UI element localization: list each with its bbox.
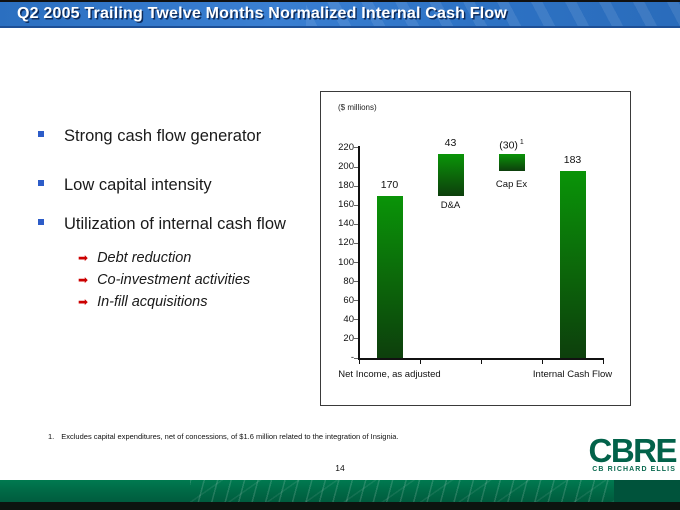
y-tick-mark (354, 281, 358, 283)
footer-dark-strip (0, 502, 680, 510)
bar-net-income-as-adjusted (376, 195, 403, 358)
bar-category-internal-cash-flow: Internal Cash Flow (532, 369, 613, 380)
sub-bullet-label: Debt reduction (97, 250, 192, 266)
bar-value-internal-cash-flow: 183 (563, 153, 582, 166)
bullet-label: Strong cash flow generator (64, 126, 262, 145)
y-tick-label: 60 (343, 294, 354, 306)
sub-bullet-item: ➡ In-fill acquisitions (78, 293, 323, 311)
bullet-item: Low capital intensity (38, 175, 323, 195)
sub-bullet-label: Co-investment activities (97, 272, 251, 288)
y-tick-mark (354, 262, 358, 263)
arrow-bullet-icon: ➡ (78, 251, 89, 265)
y-tick-label: 220 (338, 141, 354, 153)
footer-green-bar (0, 480, 680, 502)
square-bullet-icon (38, 131, 44, 137)
x-tick-mark (358, 358, 360, 364)
square-bullet-icon (38, 180, 44, 186)
footer-dark-green-block (614, 480, 680, 502)
bullet-item: Strong cash flow generator (38, 126, 323, 146)
y-tick-label: 40 (343, 313, 354, 325)
y-tick-mark (354, 319, 358, 321)
footer-building-texture-image (190, 480, 614, 502)
cbre-logo-subtext: CB RICHARD ELLIS (592, 466, 676, 473)
footnote-marker: 1 (517, 138, 524, 146)
y-tick-label: 200 (338, 161, 354, 172)
bar-internal-cash-flow (559, 170, 586, 358)
bullet-list: Strong cash flow generator Low capital i… (38, 126, 323, 315)
sub-bullet-label: In-fill acquisitions (97, 294, 208, 310)
cbre-logo-wordmark: CBRE (588, 432, 677, 469)
bar-category-d-a: D&A (440, 199, 461, 211)
y-tick-label: 120 (338, 237, 354, 249)
y-tick-mark (354, 185, 358, 187)
slide-title: Q2 2005 Trailing Twelve Months Normalize… (17, 5, 508, 22)
bar-value-d-a: 43 (444, 136, 457, 149)
chart-unit-label: ($ millions) (338, 103, 377, 112)
arrow-bullet-icon: ➡ (78, 295, 89, 309)
footnote-number: 1. (48, 432, 55, 441)
cash-flow-chart: ($ millions) 220 200 180 160 140 120 100 80 60 40… (320, 91, 631, 406)
square-bullet-icon (38, 219, 44, 225)
sub-bullet-list: ➡ Debt reduction ➡ Co-investment activit… (78, 249, 323, 311)
title-top-line (0, 0, 680, 2)
page-number: 14 (335, 463, 345, 473)
y-tick-mark (354, 357, 358, 359)
bar-value-net-income-as-adjusted: 170 (380, 178, 399, 191)
bar-category-cap-ex: Cap Ex (495, 178, 528, 190)
y-tick-label: 100 (338, 256, 354, 268)
bar-value-cap-ex: (30) 1 (499, 138, 524, 152)
cbre-logo: CBRE CB RICHARD ELLIS (588, 432, 677, 473)
y-tick-label: 160 (338, 199, 354, 211)
title-background: Q2 2005 Trailing Twelve Months Normalize… (0, 2, 680, 26)
y-tick-mark (354, 166, 358, 168)
y-tick-mark (354, 300, 358, 302)
x-tick-mark (480, 358, 482, 364)
x-tick-mark (541, 358, 543, 364)
y-tick-mark (354, 242, 358, 244)
y-tick-mark (354, 147, 358, 149)
bullet-label: Low capital intensity (64, 175, 212, 194)
title-bottom-line (0, 26, 680, 28)
bullet-item: Utilization of internal cash flow (38, 214, 323, 234)
y-tick-label: 140 (338, 218, 354, 230)
footnote-text: Excludes capital expenditures, net of co… (61, 432, 399, 441)
sub-bullet-item: ➡ Debt reduction (78, 249, 323, 267)
y-tick-label: 80 (343, 275, 354, 287)
y-tick-label: - (350, 352, 354, 363)
footnote: 1. Excludes capital expenditures, net of… (48, 432, 399, 441)
x-tick-mark (602, 358, 604, 364)
y-tick-mark (354, 204, 358, 206)
title-bar: Q2 2005 Trailing Twelve Months Normalize… (0, 0, 680, 28)
bar-cap-ex (498, 153, 525, 171)
arrow-bullet-icon: ➡ (78, 273, 89, 287)
sub-bullet-item: ➡ Co-investment activities (78, 271, 323, 289)
y-axis-line (358, 145, 360, 359)
y-tick-label: 20 (343, 332, 354, 344)
y-tick-mark (354, 223, 358, 225)
bar-category-net-income-as-adjusted: Net Income, as adjusted (338, 369, 441, 380)
chart-plot-area: 220 200 180 160 140 120 100 80 60 40 20 - 170 Net Inc… (321, 92, 630, 405)
y-tick-mark (354, 338, 358, 340)
x-tick-mark (419, 358, 421, 364)
bar-d-a (437, 153, 464, 196)
bullet-label: Utilization of internal cash flow (64, 214, 286, 233)
y-tick-label: 180 (338, 180, 354, 192)
